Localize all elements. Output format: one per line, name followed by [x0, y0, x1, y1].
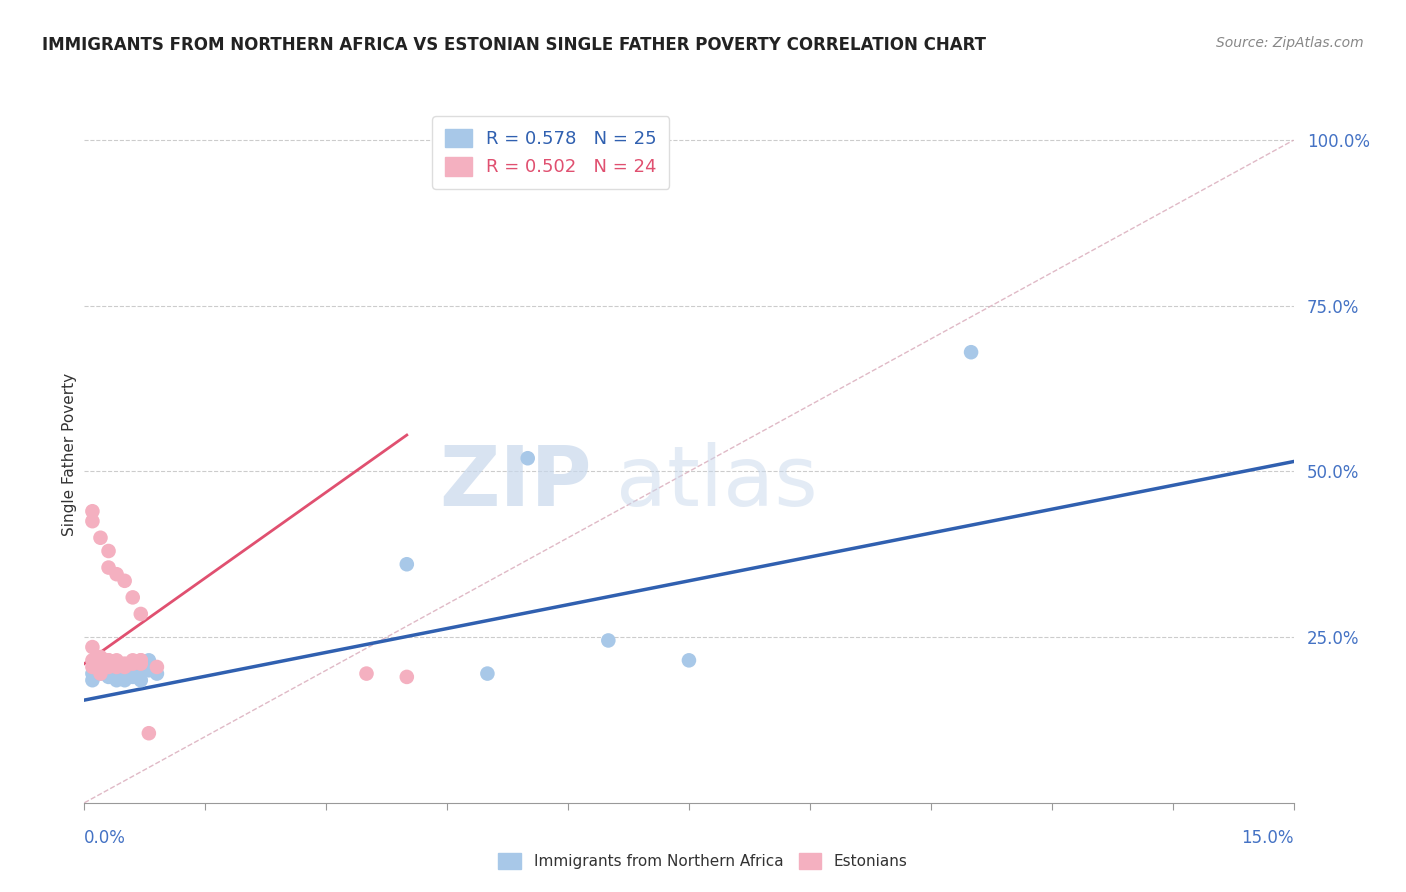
Point [129, 607, 152, 621]
Point [129, 653, 152, 667]
Point [146, 660, 169, 674]
Point [114, 657, 136, 671]
Text: Source: ZipAtlas.com: Source: ZipAtlas.com [1216, 36, 1364, 50]
Point [97, 653, 120, 667]
Point [105, 673, 128, 688]
Point [129, 666, 152, 681]
Point [477, 666, 499, 681]
Point [114, 666, 136, 681]
Point [97, 666, 120, 681]
Point [82, 660, 104, 674]
Point [356, 666, 378, 681]
Text: IMMIGRANTS FROM NORTHERN AFRICA VS ESTONIAN SINGLE FATHER POVERTY CORRELATION CH: IMMIGRANTS FROM NORTHERN AFRICA VS ESTON… [42, 36, 986, 54]
Point [960, 345, 983, 359]
Point [97, 657, 120, 671]
Point [129, 673, 152, 688]
Point [97, 544, 120, 558]
Point [114, 660, 136, 674]
Point [678, 653, 700, 667]
Point [82, 640, 104, 654]
Point [82, 504, 104, 518]
Point [395, 670, 418, 684]
Point [114, 663, 136, 677]
Point [89, 657, 111, 671]
Point [516, 451, 538, 466]
Point [121, 670, 143, 684]
Point [129, 657, 152, 671]
Point [82, 653, 104, 667]
Text: atlas: atlas [616, 442, 818, 524]
Y-axis label: Single Father Poverty: Single Father Poverty [62, 374, 77, 536]
Point [97, 653, 120, 667]
Point [82, 666, 104, 681]
Point [82, 673, 104, 688]
Point [89, 531, 111, 545]
Point [121, 663, 143, 677]
Point [121, 657, 143, 671]
Legend: R = 0.578   N = 25, R = 0.502   N = 24: R = 0.578 N = 25, R = 0.502 N = 24 [432, 116, 669, 189]
Text: 0.0%: 0.0% [84, 829, 127, 847]
Point [129, 653, 152, 667]
Point [105, 666, 128, 681]
Point [114, 673, 136, 688]
Point [105, 660, 128, 674]
Point [395, 558, 418, 572]
Point [121, 653, 143, 667]
Point [97, 560, 120, 574]
Legend: Immigrants from Northern Africa, Estonians: Immigrants from Northern Africa, Estonia… [492, 847, 914, 875]
Point [89, 666, 111, 681]
Point [89, 650, 111, 665]
Point [138, 653, 160, 667]
Text: 15.0%: 15.0% [1241, 829, 1294, 847]
Point [105, 567, 128, 582]
Point [89, 666, 111, 681]
Point [598, 633, 620, 648]
Point [105, 657, 128, 671]
Point [138, 663, 160, 677]
Point [105, 653, 128, 667]
Text: ZIP: ZIP [440, 442, 592, 524]
Point [89, 663, 111, 677]
Point [97, 660, 120, 674]
Point [138, 726, 160, 740]
Point [146, 666, 169, 681]
Point [105, 660, 128, 674]
Point [121, 591, 143, 605]
Point [114, 574, 136, 588]
Point [82, 514, 104, 528]
Point [97, 670, 120, 684]
